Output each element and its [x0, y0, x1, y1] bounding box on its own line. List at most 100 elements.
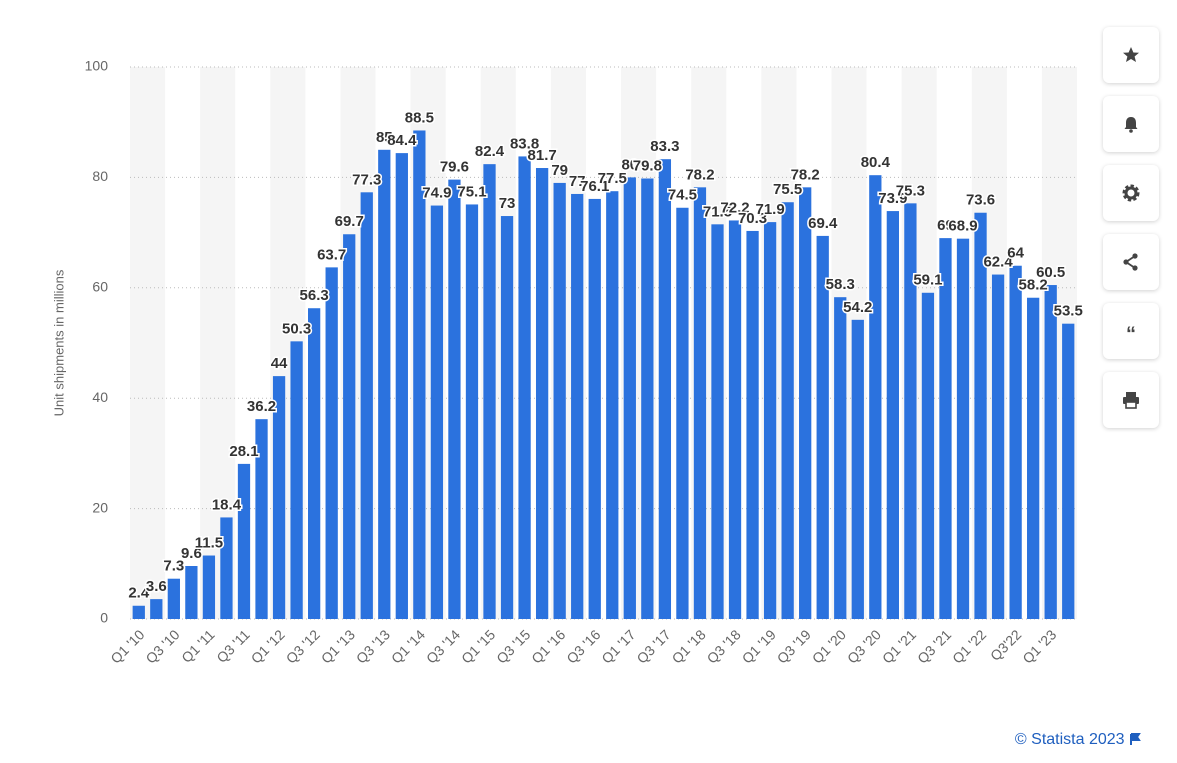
bar: [1062, 323, 1075, 619]
bar: [185, 566, 198, 619]
credit: © Statista 2023: [1015, 731, 1141, 749]
bar: [413, 130, 426, 620]
share-button[interactable]: [1103, 234, 1159, 290]
bar: [448, 179, 461, 619]
value-label: 11.5: [195, 534, 223, 551]
value-label: 82.4: [475, 143, 505, 160]
value-label: 53.5: [1054, 303, 1083, 320]
value-label: 83.3: [650, 138, 679, 155]
bar: [921, 292, 935, 619]
value-label: 75.5: [773, 181, 802, 198]
x-tick-label: Q1 '20: [809, 626, 849, 666]
value-label: 56.3: [300, 287, 329, 304]
x-tick-label: Q3'22: [987, 626, 1025, 664]
bar: [816, 235, 829, 620]
bar: [553, 182, 566, 620]
settings-button[interactable]: [1103, 165, 1159, 221]
bar: [834, 297, 847, 619]
bar: [1044, 285, 1057, 619]
bar: [886, 211, 899, 619]
bar: [518, 156, 531, 619]
bar: [167, 578, 180, 619]
credit-text: © Statista 2023: [1014, 731, 1125, 748]
bar: [132, 605, 145, 619]
y-tick-label: 100: [85, 58, 109, 74]
bar: [465, 204, 479, 619]
x-tick-label: Q1 '21: [879, 626, 919, 666]
bar: [623, 177, 636, 619]
svg-text:“: “: [1126, 323, 1136, 341]
x-tick-label: Q1 '12: [248, 626, 288, 666]
bar: [658, 159, 672, 619]
bar: [272, 376, 286, 619]
bar: [711, 224, 724, 619]
value-label: 78.2: [685, 166, 714, 183]
value-label: 60.5: [1036, 264, 1065, 281]
value-label: 74.9: [422, 185, 451, 202]
x-tick-label: Q1 '15: [458, 626, 498, 666]
value-label: 80: [621, 156, 638, 173]
bar: [237, 463, 251, 619]
bar: [851, 319, 864, 619]
bar: [395, 153, 408, 619]
bar: [378, 149, 391, 620]
bar: [974, 212, 987, 619]
background-stripe: [130, 67, 166, 619]
value-label: 62.4: [983, 254, 1013, 271]
bar: [500, 216, 514, 620]
value-label: 73.9: [878, 190, 907, 207]
x-tick-label: Q3 '10: [142, 626, 182, 666]
bar: [746, 230, 759, 619]
x-tick-label: Q3 '12: [283, 626, 323, 666]
x-tick-label: Q1 '14: [388, 626, 428, 666]
value-label: 79.6: [440, 159, 469, 176]
value-label: 69: [937, 217, 954, 234]
bar: [693, 187, 707, 619]
bar: [255, 419, 268, 619]
value-label: 28.1: [229, 443, 258, 460]
value-label: 88.5: [405, 109, 434, 126]
bar: [939, 238, 952, 619]
x-tick-label: Q3 '16: [563, 626, 603, 666]
x-tick-label: Q3 '14: [423, 626, 463, 666]
bar: [799, 187, 812, 619]
print-button[interactable]: [1103, 372, 1159, 428]
bar: [728, 220, 742, 619]
value-label: 75.3: [896, 182, 925, 199]
favorite-button[interactable]: [1103, 27, 1159, 83]
y-tick-label: 40: [92, 389, 108, 405]
value-label: 77.5: [598, 170, 627, 187]
value-label: 50.3: [282, 320, 311, 337]
value-label: 73.6: [966, 192, 995, 209]
bar: [483, 164, 496, 620]
y-tick-label: 60: [92, 279, 108, 295]
bar: [571, 193, 584, 619]
bar: [202, 555, 216, 619]
value-label: 58.2: [1019, 277, 1048, 294]
x-tick-label: Q1 '19: [739, 626, 779, 666]
value-label: 75.1: [457, 183, 486, 200]
value-label: 77: [569, 173, 586, 190]
bar: [308, 308, 321, 619]
value-label: 74.5: [668, 187, 697, 204]
x-tick-label: Q1 '11: [178, 626, 218, 666]
value-label: 80.4: [861, 154, 891, 171]
value-label: 69.4: [808, 215, 838, 232]
bar: [676, 207, 689, 619]
value-label: 2.4: [128, 585, 150, 602]
value-label: 70.3: [738, 210, 767, 227]
bar: [150, 599, 163, 619]
notification-button[interactable]: [1103, 96, 1159, 152]
y-tick-label: 80: [92, 168, 108, 184]
value-label: 76.1: [580, 178, 609, 195]
x-tick-label: Q3 '18: [704, 626, 744, 666]
value-label: 54.2: [843, 299, 872, 316]
cite-button[interactable]: “: [1103, 303, 1159, 359]
bar: [781, 202, 794, 620]
value-label: 84.4: [387, 132, 417, 149]
value-label: 78.2: [791, 166, 820, 183]
value-label: 85: [376, 129, 393, 146]
value-label: 9.6: [181, 545, 202, 562]
x-tick-label: Q3 '11: [213, 626, 253, 666]
